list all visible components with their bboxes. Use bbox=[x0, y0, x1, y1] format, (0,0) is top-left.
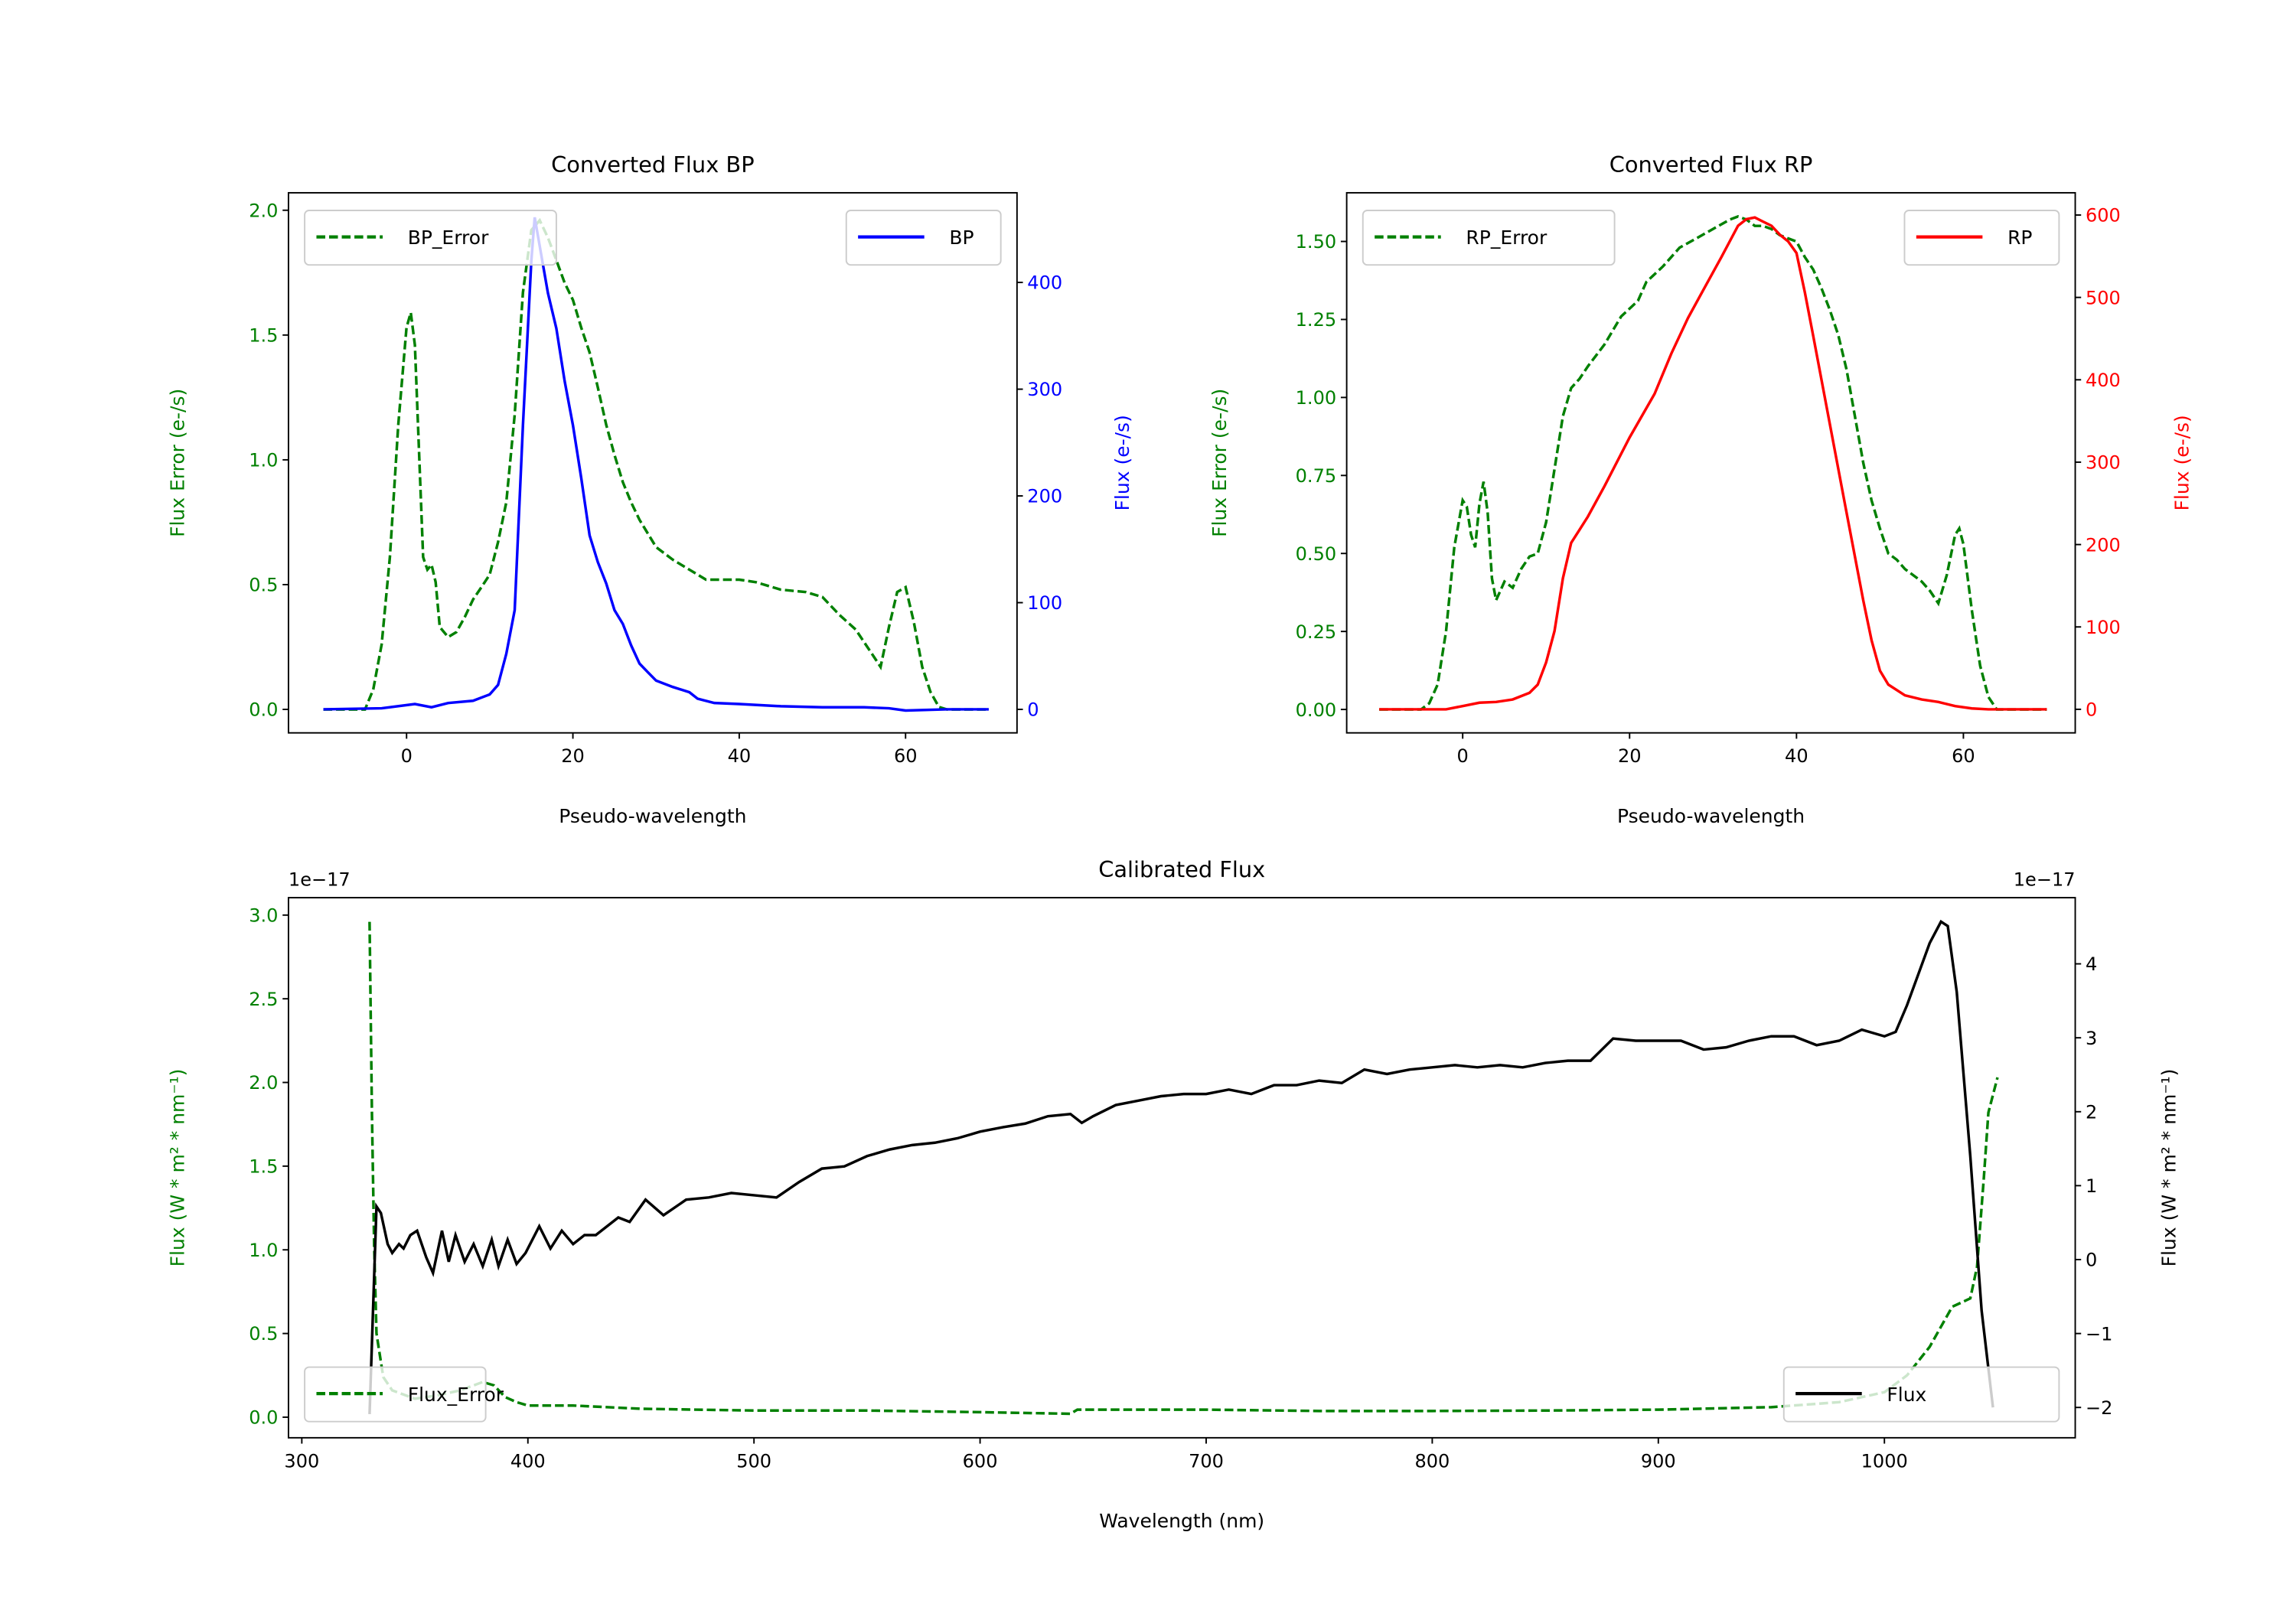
x-tick-label: 700 bbox=[1189, 1450, 1224, 1472]
x-tick-label: 0 bbox=[1457, 745, 1469, 767]
x-axis-label: Pseudo-wavelength bbox=[559, 805, 746, 827]
x-axis-label: Pseudo-wavelength bbox=[1617, 805, 1805, 827]
y-right-tick-label: 0 bbox=[2086, 699, 2097, 721]
series-line-bp bbox=[323, 217, 989, 712]
y-right-tick-label: 4 bbox=[2086, 953, 2097, 975]
y-right-tick-label: 1 bbox=[2086, 1175, 2097, 1197]
y-right-tick-label: 400 bbox=[2086, 370, 2121, 391]
y-right-tick-label: 0 bbox=[2086, 1250, 2097, 1271]
y-right-tick-label: 200 bbox=[1027, 486, 1062, 507]
x-tick-label: 800 bbox=[1414, 1450, 1450, 1472]
y-left-tick-label: 2.0 bbox=[249, 1072, 278, 1094]
legend-label: BP_Error bbox=[408, 227, 489, 249]
y-left-tick-label: 2.0 bbox=[249, 200, 278, 221]
x-tick-label: 900 bbox=[1641, 1450, 1676, 1472]
y-left-axis-label: Flux (W * m² * nm⁻¹) bbox=[166, 1069, 188, 1267]
y-left-tick-label: 3.0 bbox=[249, 905, 278, 926]
x-tick-label: 600 bbox=[963, 1450, 998, 1472]
y-left-tick-label: 1.00 bbox=[1296, 387, 1336, 409]
y-right-tick-label: −2 bbox=[2086, 1397, 2112, 1419]
legend-label: Flux bbox=[1887, 1384, 1926, 1406]
y-left-tick-label: 1.50 bbox=[1296, 231, 1336, 253]
y-left-tick-label: 1.0 bbox=[249, 1240, 278, 1261]
y-right-axis-label: Flux (e-/s) bbox=[2171, 415, 2193, 510]
y-right-axis-label: Flux (e-/s) bbox=[1111, 415, 1133, 510]
legend-bp_error: BP_Error bbox=[304, 210, 557, 266]
chart-title: Calibrated Flux bbox=[1098, 856, 1265, 882]
chart-calibrated-flux: 300 400 500 600 700 800 900 1000 0.0 0.5 1.0 1.5 2.0… bbox=[166, 856, 2180, 1532]
legend-box bbox=[1782, 1366, 2060, 1423]
y-left-tick-label: 1.0 bbox=[249, 450, 278, 471]
chart-title: Converted Flux RP bbox=[1609, 152, 1813, 178]
series-line-flux bbox=[368, 919, 1994, 1414]
x-tick-label: 400 bbox=[510, 1450, 546, 1472]
y-right-tick-label: 400 bbox=[1027, 272, 1062, 294]
y-right-tick-label: 2 bbox=[2086, 1101, 2097, 1123]
y-right-tick-label: −1 bbox=[2086, 1323, 2112, 1345]
chart-converted-flux-bp: 0 20 40 60 0.0 0.5 1.0 1.5 2.0 0 100 200 300 400 Conve… bbox=[166, 152, 1133, 827]
y-left-tick-label: 0.75 bbox=[1296, 465, 1336, 487]
y-left-tick-label: 0.25 bbox=[1296, 621, 1336, 643]
legend-label: BP bbox=[949, 227, 974, 249]
y-left-axis-label: Flux Error (e-/s) bbox=[166, 389, 188, 537]
series-line-rp bbox=[1379, 216, 2047, 711]
y-right-tick-label: 200 bbox=[2086, 534, 2121, 556]
series-line-rp_error bbox=[1379, 215, 2047, 711]
x-tick-label: 500 bbox=[736, 1450, 771, 1472]
y-right-tick-label: 3 bbox=[2086, 1028, 2097, 1049]
chart-title: Converted Flux BP bbox=[551, 152, 754, 178]
y-right-tick-label: 500 bbox=[2086, 287, 2121, 308]
y-left-tick-label: 0.5 bbox=[249, 575, 278, 596]
legend-box bbox=[1362, 210, 1616, 266]
x-tick-label: 1000 bbox=[1861, 1450, 1908, 1472]
legend-box bbox=[304, 210, 557, 266]
y-right-tick-label: 300 bbox=[2086, 452, 2121, 474]
y-right-tick-label: 0 bbox=[1027, 699, 1039, 721]
y-right-tick-label: 100 bbox=[1027, 592, 1062, 614]
y-right-tick-label: 300 bbox=[1027, 379, 1062, 400]
y-right-tick-label: 600 bbox=[2086, 205, 2121, 227]
legend-label: Flux_Error bbox=[408, 1384, 504, 1406]
x-tick-label: 20 bbox=[561, 745, 585, 767]
legend-label: RP_Error bbox=[1466, 227, 1548, 249]
series-line-flux_error bbox=[368, 921, 1999, 1416]
y-left-tick-label: 1.5 bbox=[249, 1156, 278, 1178]
y-left-tick-label: 1.5 bbox=[249, 324, 278, 346]
x-tick-label: 0 bbox=[401, 745, 413, 767]
y-left-tick-label: 0.00 bbox=[1296, 699, 1336, 721]
x-tick-label: 40 bbox=[1785, 745, 1808, 767]
legend-flux_error: Flux_Error bbox=[304, 1366, 504, 1423]
legend-label: RP bbox=[2007, 227, 2032, 249]
x-tick-label: 20 bbox=[1618, 745, 1642, 767]
y-left-tick-label: 2.5 bbox=[249, 989, 278, 1010]
x-tick-label: 300 bbox=[284, 1450, 319, 1472]
legend-flux: Flux bbox=[1782, 1366, 2060, 1423]
y-left-axis-label: Flux Error (e-/s) bbox=[1208, 389, 1231, 537]
y-left-tick-label: 1.25 bbox=[1296, 309, 1336, 331]
y-left-tick-label: 0.0 bbox=[249, 1407, 278, 1429]
y-right-tick-label: 100 bbox=[2086, 617, 2121, 638]
x-tick-label: 60 bbox=[894, 745, 918, 767]
legend-bp: BP bbox=[845, 210, 1002, 266]
y-right-offset-text: 1e−17 bbox=[2014, 869, 2076, 891]
x-axis-label: Wavelength (nm) bbox=[1099, 1510, 1264, 1532]
axes-frame bbox=[287, 191, 1018, 734]
y-left-tick-label: 0.5 bbox=[249, 1323, 278, 1345]
y-left-offset-text: 1e−17 bbox=[289, 869, 351, 891]
y-right-axis-label: Flux (W * m² * nm⁻¹) bbox=[2157, 1069, 2180, 1267]
legend-rp: RP bbox=[1903, 210, 2060, 266]
y-left-tick-label: 0.50 bbox=[1296, 543, 1336, 565]
chart-converted-flux-rp: 0 20 40 60 0.00 0.25 0.50 0.75 1.00 1.25 1.50 0 100 2… bbox=[1208, 152, 2193, 827]
y-left-tick-label: 0.0 bbox=[249, 699, 278, 721]
x-tick-label: 40 bbox=[728, 745, 752, 767]
series-line-bp_error bbox=[323, 217, 989, 711]
x-tick-label: 60 bbox=[1952, 745, 1975, 767]
legend-box bbox=[304, 1366, 487, 1423]
legend-rp_error: RP_Error bbox=[1362, 210, 1616, 266]
axes-frame bbox=[287, 897, 2076, 1439]
